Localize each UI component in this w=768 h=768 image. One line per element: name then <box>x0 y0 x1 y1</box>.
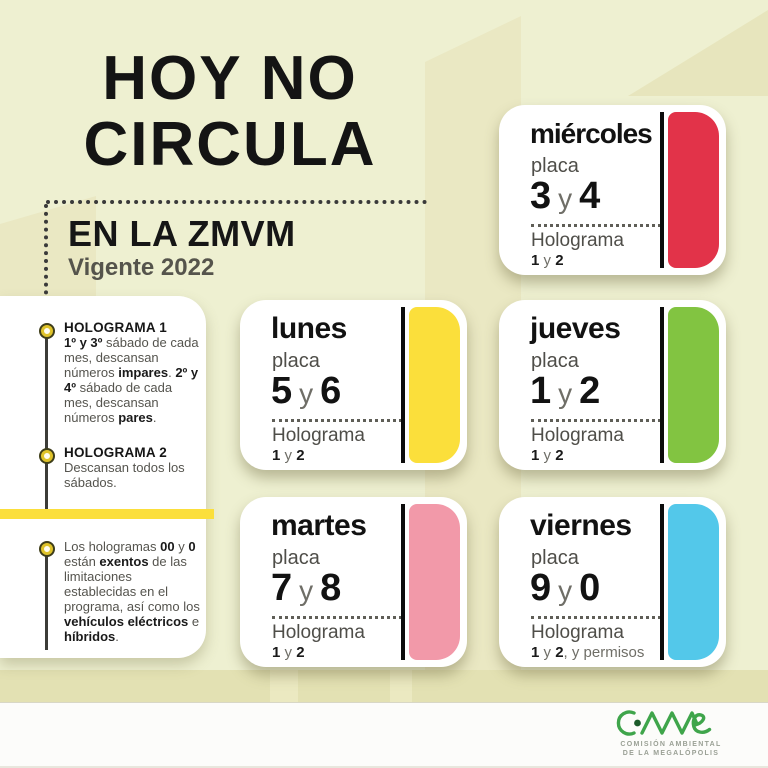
day-color-swatch <box>668 504 719 660</box>
hologram-value: 1 y 2 <box>272 447 305 464</box>
org-name-line-2: DE LA MEGALÓPOLIS <box>622 750 720 757</box>
bullet-icon <box>41 450 53 462</box>
card-divider-rule <box>660 112 664 268</box>
card-divider-rule <box>401 307 405 463</box>
placa-label: placa <box>531 350 579 372</box>
plate-1: 3 <box>530 175 552 217</box>
plate-joiner: y <box>299 378 314 409</box>
region-subtitle: EN LA ZMVM <box>68 213 296 254</box>
dotted-horizontal-line <box>46 200 427 204</box>
day-name: martes <box>271 509 367 542</box>
plate-1: 1 <box>530 370 552 412</box>
exemption-body: Los hologramas 00 y 0 están exentos de l… <box>64 539 200 644</box>
came-logo-icon <box>616 710 712 736</box>
plate-2: 2 <box>579 370 601 412</box>
plate-2: 4 <box>579 175 601 217</box>
dotted-separator <box>272 616 402 619</box>
day-color-swatch <box>409 307 460 463</box>
dotted-separator <box>531 419 661 422</box>
yellow-divider-bar <box>0 509 214 519</box>
plate-joiner: y <box>558 183 573 214</box>
hologram-value: 1 y 2, y permisos <box>531 644 645 661</box>
placa-label: placa <box>272 350 320 372</box>
hologram-label: Holograma <box>531 425 624 446</box>
title-line-2: CIRCULA <box>83 110 377 179</box>
day-name: jueves <box>530 312 621 345</box>
plate-1: 5 <box>271 370 293 412</box>
footer-bar: COMISIÓN AMBIENTAL DE LA MEGALÓPOLIS <box>0 702 768 768</box>
org-name-line-1: COMISIÓN AMBIENTAL <box>620 741 722 748</box>
hologram-label: Holograma <box>272 622 365 643</box>
page-title: HOY NO CIRCULA <box>42 46 418 178</box>
hologram-label: Holograma <box>531 230 624 251</box>
bullet-icon <box>41 543 53 555</box>
dotted-separator <box>531 616 661 619</box>
hologram-2-heading: HOLOGRAMA 2 <box>64 445 167 460</box>
hologram-value: 1 y 2 <box>531 447 564 464</box>
card-divider-rule <box>660 307 664 463</box>
plate-2: 8 <box>320 567 342 609</box>
hologram-1-body: 1º y 3º sábado de cada mes, descansan nú… <box>64 335 199 425</box>
placa-label: placa <box>531 155 579 177</box>
bg-decor-stripe <box>270 670 298 703</box>
bullet-icon <box>41 325 53 337</box>
plate-joiner: y <box>558 575 573 606</box>
hologram-label: Holograma <box>531 622 624 643</box>
came-logo: COMISIÓN AMBIENTAL DE LA MEGALÓPOLIS <box>600 706 742 758</box>
card-divider-rule <box>401 504 405 660</box>
day-color-swatch <box>668 307 719 463</box>
bg-decor-shape <box>0 670 768 703</box>
placa-label: placa <box>272 547 320 569</box>
day-name: viernes <box>530 509 632 542</box>
dotted-separator <box>272 419 402 422</box>
plate-1: 7 <box>271 567 293 609</box>
placa-label: placa <box>531 547 579 569</box>
day-color-swatch <box>668 112 719 268</box>
day-color-swatch <box>409 504 460 660</box>
day-name: lunes <box>271 312 347 345</box>
plate-2: 0 <box>579 567 601 609</box>
dotted-separator <box>531 224 661 227</box>
day-name: miércoles <box>530 118 653 149</box>
bg-decor-shape <box>628 10 768 96</box>
plate-1: 9 <box>530 567 552 609</box>
hologram-1-section: HOLOGRAMA 1 1º y 3º sábado de cada mes, … <box>64 320 202 425</box>
hologram-label: Holograma <box>272 425 365 446</box>
plate-2: 6 <box>320 370 342 412</box>
bg-decor-stripe <box>390 670 412 703</box>
hologram-value: 1 y 2 <box>531 252 564 269</box>
hologram-1-heading: HOLOGRAMA 1 <box>64 320 167 335</box>
validity-text: Vigente 2022 <box>68 254 215 281</box>
exemption-section: Los hologramas 00 y 0 están exentos de l… <box>64 539 202 644</box>
card-divider-rule <box>660 504 664 660</box>
plate-joiner: y <box>558 378 573 409</box>
hologram-2-body: Descansan todos los sábados. <box>64 460 185 490</box>
hologram-legend-panel <box>0 296 206 658</box>
title-line-1: HOY NO <box>102 44 358 113</box>
legend-connector-line <box>45 551 48 650</box>
plate-joiner: y <box>299 575 314 606</box>
legend-connector-line <box>45 334 48 512</box>
hologram-value: 1 y 2 <box>272 644 305 661</box>
hologram-2-section: HOLOGRAMA 2 Descansan todos los sábados. <box>64 445 202 490</box>
dotted-vertical-line <box>44 204 48 326</box>
